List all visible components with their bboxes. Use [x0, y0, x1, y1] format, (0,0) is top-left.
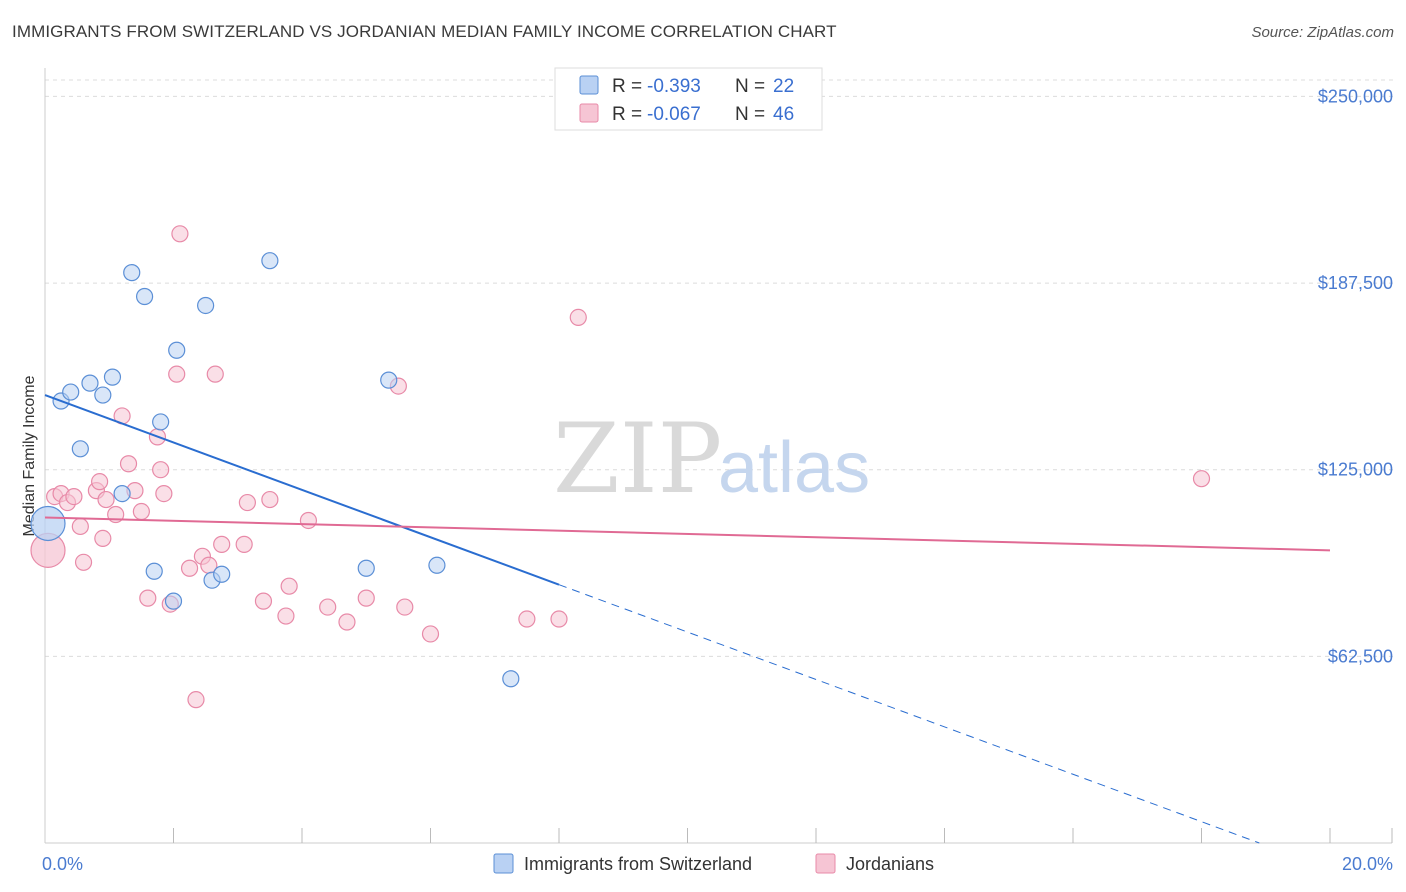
pink-point — [235, 535, 253, 553]
x-tick-labels: 0.0% 20.0% — [42, 854, 1393, 874]
pink-point — [518, 610, 536, 628]
y-tick-labels: $62,500 $125,000 $187,500 $250,000 — [1318, 86, 1393, 666]
pink-point — [74, 553, 93, 571]
y-tick-label: $250,000 — [1318, 86, 1393, 106]
blue-point — [71, 440, 89, 458]
blue-point — [213, 565, 231, 583]
pink-point — [65, 487, 83, 506]
pink-point — [213, 535, 231, 553]
blue-point — [197, 296, 215, 315]
blue-point — [168, 341, 186, 359]
legend-r-label-1: R = — [612, 76, 642, 97]
blue-point — [123, 264, 141, 282]
blue-point — [135, 287, 154, 306]
legend-n-value-1: 22 — [773, 76, 794, 97]
legend-n-label-2: N = — [735, 104, 765, 125]
legend-box — [554, 67, 823, 131]
pink-point — [299, 511, 318, 530]
blue-point — [81, 374, 99, 392]
pink-point — [569, 308, 587, 327]
pink-point — [71, 517, 89, 536]
pink-point — [168, 365, 186, 383]
bottom-legend-swatch-pink — [815, 853, 836, 874]
pink-point — [171, 225, 189, 243]
blue-point — [164, 592, 183, 610]
legend-r-value-1: -0.393 — [647, 76, 701, 97]
blue-point — [428, 556, 446, 574]
blue-point — [62, 383, 80, 401]
pink-point — [152, 461, 170, 479]
y-tick-label: $125,000 — [1318, 460, 1393, 480]
pink-point — [206, 365, 224, 383]
chart-source: Source: ZipAtlas.com — [1251, 24, 1394, 41]
legend-r-label-2: R = — [612, 104, 642, 125]
blue-point — [152, 413, 170, 431]
pink-point — [277, 607, 295, 625]
correlation-legend: R = -0.393 N = 22 R = -0.067 N = 46 — [554, 67, 823, 131]
switzerland-trend-extension — [558, 584, 1260, 844]
blue-point — [30, 505, 66, 542]
bottom-legend-label-jordanians: Jordanians — [846, 854, 934, 874]
pink-point — [338, 613, 356, 631]
pink-point — [280, 577, 298, 595]
series-legend: Immigrants from Switzerland Jordanians — [493, 853, 934, 874]
pink-point — [180, 559, 199, 577]
chart-title: IMMIGRANTS FROM SWITZERLAND VS JORDANIAN… — [12, 22, 837, 41]
blue-point — [380, 371, 398, 389]
legend-n-label-1: N = — [735, 76, 765, 97]
pink-point — [132, 502, 150, 521]
switzerland-trend-line — [44, 394, 560, 586]
pink-point — [421, 625, 440, 643]
legend-n-value-2: 46 — [773, 104, 794, 125]
blue-point — [261, 252, 279, 270]
watermark: ZIP atlas — [553, 403, 870, 515]
blue-point — [94, 386, 112, 404]
y-tick-label: $62,500 — [1328, 646, 1393, 666]
jordanians-points — [30, 225, 1211, 709]
y-axis-label: Median Family Income — [21, 375, 38, 536]
pink-point — [94, 529, 112, 547]
pink-point — [319, 598, 337, 616]
gridlines — [45, 79, 1395, 657]
pink-point — [238, 493, 256, 512]
blue-point — [103, 368, 122, 386]
pink-point — [254, 592, 273, 610]
trend-lines — [44, 394, 1331, 844]
pink-point — [550, 610, 568, 628]
bottom-legend-swatch-blue — [493, 853, 514, 874]
axes — [44, 68, 1393, 844]
y-tick-label: $187,500 — [1318, 273, 1393, 293]
legend-r-value-2: -0.067 — [647, 104, 701, 125]
x-tick-label-min: 0.0% — [42, 854, 83, 874]
switzerland-points — [30, 252, 520, 688]
pink-point — [97, 490, 115, 509]
pink-point — [396, 598, 414, 616]
pink-point — [155, 485, 173, 503]
blue-point — [145, 562, 163, 580]
pink-point — [91, 473, 109, 491]
blue-point — [357, 559, 375, 577]
x-tick-label-max: 20.0% — [1342, 854, 1393, 874]
legend-swatch-blue — [579, 75, 599, 95]
pink-point — [1192, 470, 1211, 488]
legend-swatch-pink — [579, 103, 599, 123]
blue-point — [113, 485, 131, 503]
watermark-zip: ZIP — [553, 403, 722, 515]
bottom-legend-label-switzerland: Immigrants from Switzerland — [524, 854, 752, 874]
blue-point — [502, 670, 520, 688]
pink-point — [119, 455, 138, 473]
jordanians-trend-line — [44, 516, 1331, 552]
watermark-atlas: atlas — [718, 428, 870, 508]
pink-point — [139, 589, 157, 607]
pink-point — [261, 490, 279, 509]
pink-point — [357, 589, 375, 607]
pink-point — [187, 691, 205, 709]
